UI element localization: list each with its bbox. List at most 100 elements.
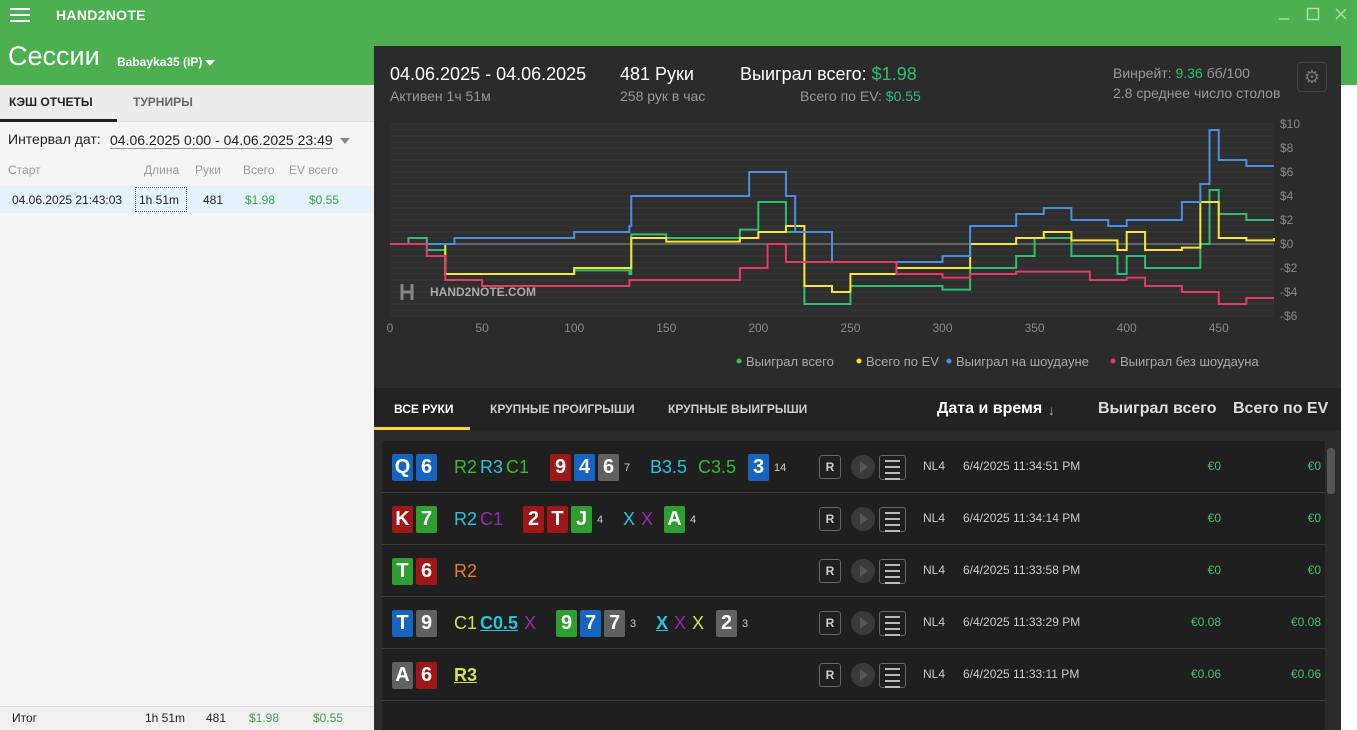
replay-r-button[interactable]: R [819, 507, 841, 531]
hand-datetime: 6/4/2025 11:33:58 PM [963, 563, 1081, 577]
col-datetime[interactable]: Дата и время [937, 400, 1043, 417]
postflop-action: C3.5 [698, 457, 737, 477]
col-total[interactable]: Всего [243, 163, 275, 177]
play-icon[interactable] [851, 507, 875, 531]
col-ev[interactable]: Всего по EV [1233, 400, 1329, 417]
player-selector[interactable]: Babayka35 (IP) [117, 55, 203, 69]
scrollbar-thumb[interactable] [1327, 448, 1335, 494]
total-label: Итог [12, 711, 38, 725]
legend-dot [736, 358, 742, 364]
tab-big-wins[interactable]: КРУПНЫЕ ВЫИГРЫШИ [668, 402, 808, 416]
legend-label: Выиграл всего [746, 354, 834, 369]
replay-r-button[interactable]: R [819, 611, 841, 635]
pot-size-label: 14 [774, 462, 787, 474]
sessions-panel: КЭШ ОТЧЕТЫ ТУРНИРЫ Интервал дат: 04.06.2… [0, 85, 374, 730]
col-length[interactable]: Длина [144, 163, 180, 177]
table-row[interactable]: A 6 R3 R NL4 6/4/2025 11:33:11 PM €0.06 €0.06 [382, 649, 1325, 701]
winrate-label: Винрейт: [1113, 65, 1172, 81]
replay-r-button[interactable]: R [819, 559, 841, 583]
sort-arrow-icon[interactable]: ↓ [1048, 402, 1055, 418]
hole-card: Q [392, 454, 413, 481]
hand-history-icon[interactable] [879, 611, 906, 636]
board-card: 9 [556, 610, 577, 637]
x-tick-label: 350 [1025, 321, 1045, 335]
legend-item[interactable]: Выиграл на шоудауне [946, 354, 1089, 369]
session-details-panel: 04.06.2025 - 04.06.2025 Активен 1ч 51м 4… [374, 46, 1341, 730]
hand-ev: €0.08 [1290, 615, 1321, 629]
gear-icon[interactable]: ⚙ [1297, 62, 1327, 92]
tab-all-hands[interactable]: ВСЕ РУКИ [394, 402, 454, 416]
play-icon[interactable] [851, 611, 875, 635]
hole-card: A [392, 662, 413, 689]
board-card: 4 [574, 454, 595, 481]
pot-size-label: 3 [630, 618, 637, 630]
turn-card: 3 [748, 454, 769, 481]
replay-r-button[interactable]: R [819, 455, 841, 479]
hand-won: €0 [1207, 459, 1221, 473]
hand-datetime: 6/4/2025 11:34:14 PM [963, 511, 1081, 525]
table-row[interactable]: Q 6 R2 R3 C1 9 4 6 7 B3.5 C3.5 3 14 R NL4 6/4/2025 11:3… [382, 441, 1325, 493]
tab-cash-reports[interactable]: КЭШ ОТЧЕТЫ [9, 95, 93, 109]
date-interval-label: Интервал дат: [8, 131, 101, 147]
pot-size-label: 4 [597, 514, 604, 526]
stake-label: NL4 [923, 563, 946, 577]
hole-card: 9 [416, 610, 437, 637]
hand-history-icon[interactable] [879, 455, 906, 480]
date-range: 04.06.2025 - 04.06.2025 [390, 64, 587, 84]
title-bar: HAND2NOTE [0, 0, 1357, 30]
hole-card: T [392, 558, 413, 585]
play-icon[interactable] [851, 559, 875, 583]
col-hands[interactable]: Руки [195, 163, 221, 177]
x-tick-label: 100 [564, 321, 584, 335]
date-interval-dropdown[interactable]: 04.06.2025 0:00 - 04.06.2025 23:49 [110, 132, 333, 149]
legend-item[interactable]: Всего по EV [856, 354, 940, 369]
postflop-action: X [623, 509, 636, 529]
x-tick-label: 250 [840, 321, 860, 335]
watermark-text: HAND2NOTE.COM [430, 285, 536, 299]
legend-dot [856, 358, 862, 364]
session-stats: 04.06.2025 - 04.06.2025 Активен 1ч 51м 4… [374, 46, 1341, 388]
table-row[interactable] [0, 186, 374, 213]
stake-label: NL4 [923, 511, 946, 525]
ev-total: Всего по EV: $0.55 [800, 88, 921, 104]
y-tick-label: $8 [1280, 141, 1294, 155]
col-won[interactable]: Выиграл всего [1098, 400, 1217, 417]
tab-big-losses[interactable]: КРУПНЫЕ ПРОИГРЫШИ [490, 402, 635, 416]
legend-item[interactable]: Выиграл всего [736, 354, 834, 369]
chevron-down-icon[interactable] [340, 138, 350, 144]
hamburger-menu-icon[interactable] [10, 8, 30, 22]
table-row[interactable]: T 6 R2 R NL4 6/4/2025 11:33:58 PM €0 €0 [382, 545, 1325, 597]
postflop-action: B3.5 [650, 457, 688, 477]
hand-history-icon[interactable] [879, 663, 906, 688]
legend-item[interactable]: Выиграл без шоудауна [1110, 354, 1260, 369]
preflop-action: R2 [454, 561, 478, 581]
replay-r-button[interactable]: R [819, 663, 841, 687]
board-card: 7 [604, 610, 625, 637]
col-ev-total[interactable]: EV всего [289, 163, 339, 177]
col-start[interactable]: Старт [8, 163, 41, 177]
total-ev: $0.55 [313, 711, 344, 725]
minimize-icon[interactable] [1276, 6, 1292, 22]
hand-history-icon[interactable] [879, 559, 906, 584]
hand-won: €0 [1207, 563, 1221, 577]
pot-size-label: 7 [624, 462, 631, 474]
chevron-down-icon[interactable] [205, 60, 215, 66]
ev-label: Всего по EV: [800, 88, 882, 104]
close-icon[interactable] [1333, 6, 1349, 22]
hand-datetime: 6/4/2025 11:34:51 PM [963, 459, 1081, 473]
table-row[interactable]: T 9 C1 C0.5 X 9 7 7 3 X X X 2 3 R NL4 6/4/2025 11:33:29 … [382, 597, 1325, 649]
legend-label: Всего по EV [866, 354, 939, 369]
tab-tournaments[interactable]: ТУРНИРЫ [133, 95, 193, 109]
preflop-action: R2 [454, 509, 478, 529]
scrollbar[interactable] [1327, 441, 1335, 730]
maximize-icon[interactable] [1305, 6, 1321, 22]
series-line-3 [390, 129, 1274, 263]
report-tabs: КЭШ ОТЧЕТЫ ТУРНИРЫ [0, 85, 374, 122]
hand-ev: €0.06 [1290, 667, 1321, 681]
play-icon[interactable] [851, 663, 875, 687]
play-icon[interactable] [851, 455, 875, 479]
hand-history-icon[interactable] [879, 507, 906, 532]
table-row[interactable]: K 7 R2 C1 2 T J 4 X X A 4 R NL4 6/4/2025 11:34:14 PM €0… [382, 493, 1325, 545]
y-tick-label: $10 [1280, 117, 1300, 131]
board-card: 6 [598, 454, 619, 481]
